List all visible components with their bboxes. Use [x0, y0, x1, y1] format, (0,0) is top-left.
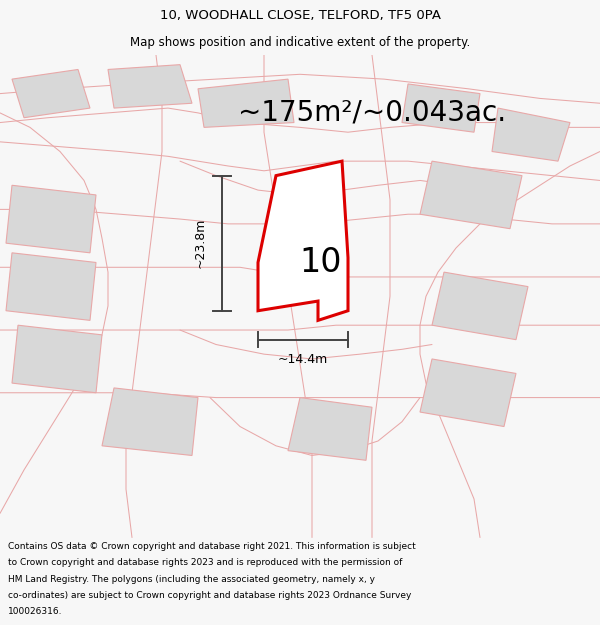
- Polygon shape: [258, 161, 348, 321]
- Text: Contains OS data © Crown copyright and database right 2021. This information is : Contains OS data © Crown copyright and d…: [8, 542, 416, 551]
- Text: ~23.8m: ~23.8m: [194, 218, 207, 268]
- Text: HM Land Registry. The polygons (including the associated geometry, namely x, y: HM Land Registry. The polygons (includin…: [8, 574, 375, 584]
- Polygon shape: [12, 69, 90, 118]
- Polygon shape: [6, 185, 96, 253]
- Text: co-ordinates) are subject to Crown copyright and database rights 2023 Ordnance S: co-ordinates) are subject to Crown copyr…: [8, 591, 411, 600]
- Polygon shape: [402, 84, 480, 132]
- Text: 10: 10: [299, 246, 341, 279]
- Polygon shape: [102, 388, 198, 456]
- Polygon shape: [108, 64, 192, 108]
- Text: to Crown copyright and database rights 2023 and is reproduced with the permissio: to Crown copyright and database rights 2…: [8, 558, 402, 568]
- Polygon shape: [12, 325, 102, 392]
- Polygon shape: [420, 359, 516, 426]
- Text: 100026316.: 100026316.: [8, 607, 62, 616]
- Polygon shape: [492, 108, 570, 161]
- Text: Map shows position and indicative extent of the property.: Map shows position and indicative extent…: [130, 36, 470, 49]
- Polygon shape: [288, 398, 372, 460]
- Text: ~14.4m: ~14.4m: [278, 353, 328, 366]
- Polygon shape: [198, 79, 294, 128]
- Polygon shape: [420, 161, 522, 229]
- Polygon shape: [432, 272, 528, 339]
- Text: 10, WOODHALL CLOSE, TELFORD, TF5 0PA: 10, WOODHALL CLOSE, TELFORD, TF5 0PA: [160, 9, 440, 22]
- Polygon shape: [6, 253, 96, 321]
- Text: ~175m²/~0.043ac.: ~175m²/~0.043ac.: [238, 99, 506, 127]
